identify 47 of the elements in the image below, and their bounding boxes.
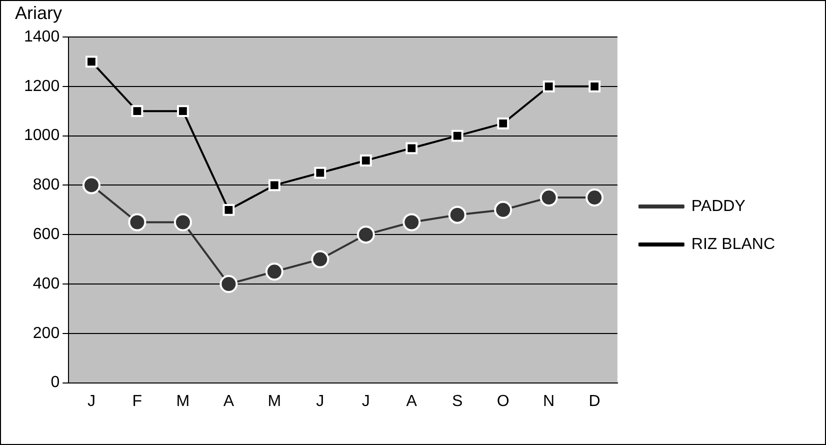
point <box>268 179 280 192</box>
point <box>128 213 146 232</box>
x-tick-label: F <box>132 392 142 410</box>
point <box>494 200 512 219</box>
point <box>542 80 555 92</box>
point <box>402 213 421 232</box>
point <box>86 56 98 68</box>
x-tick-label: A <box>223 392 234 410</box>
point <box>265 262 284 281</box>
point <box>131 105 144 118</box>
point <box>222 204 235 216</box>
point <box>356 226 375 244</box>
x-tick-label: A <box>406 392 418 410</box>
y-tick-label: 400 <box>32 275 60 292</box>
point <box>497 118 510 130</box>
point <box>451 130 464 142</box>
point <box>586 188 604 207</box>
legend-label: RIZ BLANC <box>691 236 776 253</box>
point <box>314 166 326 179</box>
x-tick-label: D <box>588 392 600 410</box>
y-tick-label: 800 <box>32 176 60 194</box>
point <box>174 213 192 232</box>
x-tick-label: S <box>452 392 463 410</box>
x-tick-label: J <box>362 392 370 410</box>
x-tick-label: O <box>496 392 510 410</box>
point <box>406 142 418 154</box>
point <box>82 176 100 194</box>
x-tick-label: J <box>87 392 96 410</box>
point <box>311 250 330 268</box>
x-tick-label: J <box>316 392 324 410</box>
point <box>588 80 601 92</box>
point <box>540 188 558 207</box>
x-tick-label: M <box>176 392 190 410</box>
x-tick-label: M <box>268 392 282 410</box>
legend-label: PADDY <box>691 198 746 215</box>
point <box>360 154 372 166</box>
point <box>448 206 466 224</box>
point <box>176 105 189 118</box>
y-tick-label: 600 <box>32 226 60 244</box>
y-tick-label: 0 <box>50 374 60 392</box>
point <box>220 275 238 293</box>
y-tick-label: 200 <box>32 324 60 342</box>
y-axis-title: Ariary <box>15 2 62 23</box>
y-tick-label: 1200 <box>24 78 60 95</box>
x-tick-label: N <box>543 392 555 410</box>
y-tick-label: 1000 <box>24 127 60 144</box>
y-tick-label: 1400 <box>24 28 60 46</box>
